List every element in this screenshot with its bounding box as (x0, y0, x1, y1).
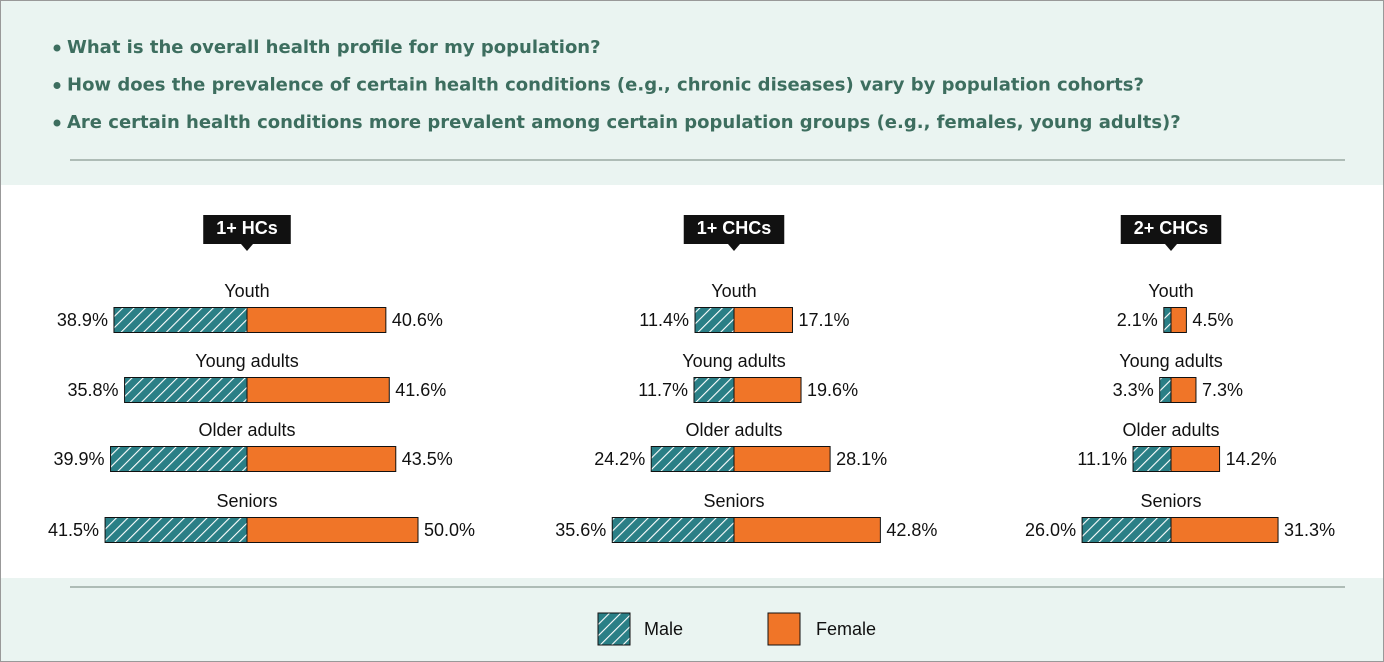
legend-label: Male (644, 619, 683, 639)
value-label: 2.1% (1117, 310, 1158, 330)
value-label: 42.8% (886, 520, 937, 540)
value-label: 35.6% (555, 520, 606, 540)
bar (733, 517, 881, 543)
bar (104, 517, 248, 543)
category-label: Youth (224, 281, 269, 301)
value-label: 17.1% (798, 310, 849, 330)
category-label: Older adults (1122, 420, 1219, 440)
category-label: Young adults (1119, 351, 1222, 371)
category-label: Young adults (682, 351, 785, 371)
category-label: Seniors (216, 491, 277, 511)
value-label: 3.3% (1113, 380, 1154, 400)
bar (1132, 446, 1172, 472)
title-badge (1120, 215, 1222, 244)
chart-title: 1+ CHCs (697, 218, 772, 238)
title-pointer (241, 244, 253, 251)
category-label: Older adults (685, 420, 782, 440)
value-label: 11.7% (638, 380, 688, 400)
bar (694, 307, 735, 333)
bar (246, 446, 397, 472)
legend-swatch (767, 612, 801, 646)
bar (733, 307, 793, 333)
category-label: Seniors (703, 491, 764, 511)
bar (733, 446, 831, 472)
bar (246, 377, 390, 403)
value-label: 11.1% (1077, 449, 1127, 469)
bar (110, 446, 248, 472)
value-label: 50.0% (424, 520, 475, 540)
category-label: Youth (711, 281, 756, 301)
category-label: Young adults (195, 351, 298, 371)
legend: Male Female (597, 612, 876, 646)
value-label: 31.3% (1284, 520, 1335, 540)
bar (1081, 517, 1172, 543)
category-label: Youth (1148, 281, 1193, 301)
bar (650, 446, 735, 472)
category-label: Older adults (198, 420, 295, 440)
chart-title: 1+ HCs (216, 218, 278, 238)
value-label: 4.5% (1192, 310, 1233, 330)
title-pointer (1165, 244, 1177, 251)
bar (1170, 307, 1187, 333)
question: What is the overall health profile for m… (67, 37, 601, 58)
question: How does the prevalence of certain healt… (67, 75, 1144, 96)
bar (246, 307, 387, 333)
category-label: Seniors (1140, 491, 1201, 511)
value-label: 26.0% (1025, 520, 1076, 540)
value-label: 28.1% (836, 449, 887, 469)
value-label: 41.5% (48, 520, 99, 540)
bar (1170, 446, 1221, 472)
legend-label: Female (816, 619, 876, 639)
legend-swatch (597, 612, 631, 646)
bar (1170, 377, 1197, 403)
bottom-band (0, 578, 1384, 662)
value-label: 11.4% (639, 310, 689, 330)
bar (1170, 517, 1279, 543)
question: Are certain health conditions more preva… (67, 112, 1181, 133)
bar (611, 517, 735, 543)
value-label: 39.9% (53, 449, 104, 469)
bar (1159, 377, 1172, 403)
bar (124, 377, 248, 403)
title-badge (683, 215, 785, 244)
bar (733, 377, 802, 403)
bullet (53, 119, 61, 127)
value-label: 19.6% (807, 380, 858, 400)
value-label: 40.6% (392, 310, 443, 330)
chart-title: 2+ CHCs (1134, 218, 1209, 238)
value-label: 38.9% (57, 310, 108, 330)
bar (246, 517, 419, 543)
bullet (53, 82, 61, 89)
value-label: 43.5% (402, 449, 453, 469)
value-label: 24.2% (594, 449, 645, 469)
title-pointer (728, 244, 740, 251)
top-band (0, 0, 1384, 185)
bar (1163, 307, 1172, 333)
value-label: 41.6% (395, 380, 446, 400)
value-label: 35.8% (68, 380, 119, 400)
title-badge (203, 215, 291, 244)
value-label: 7.3% (1202, 380, 1243, 400)
bullet (53, 44, 61, 52)
value-label: 14.2% (1226, 449, 1277, 469)
bar (693, 377, 735, 403)
bar (113, 307, 248, 333)
